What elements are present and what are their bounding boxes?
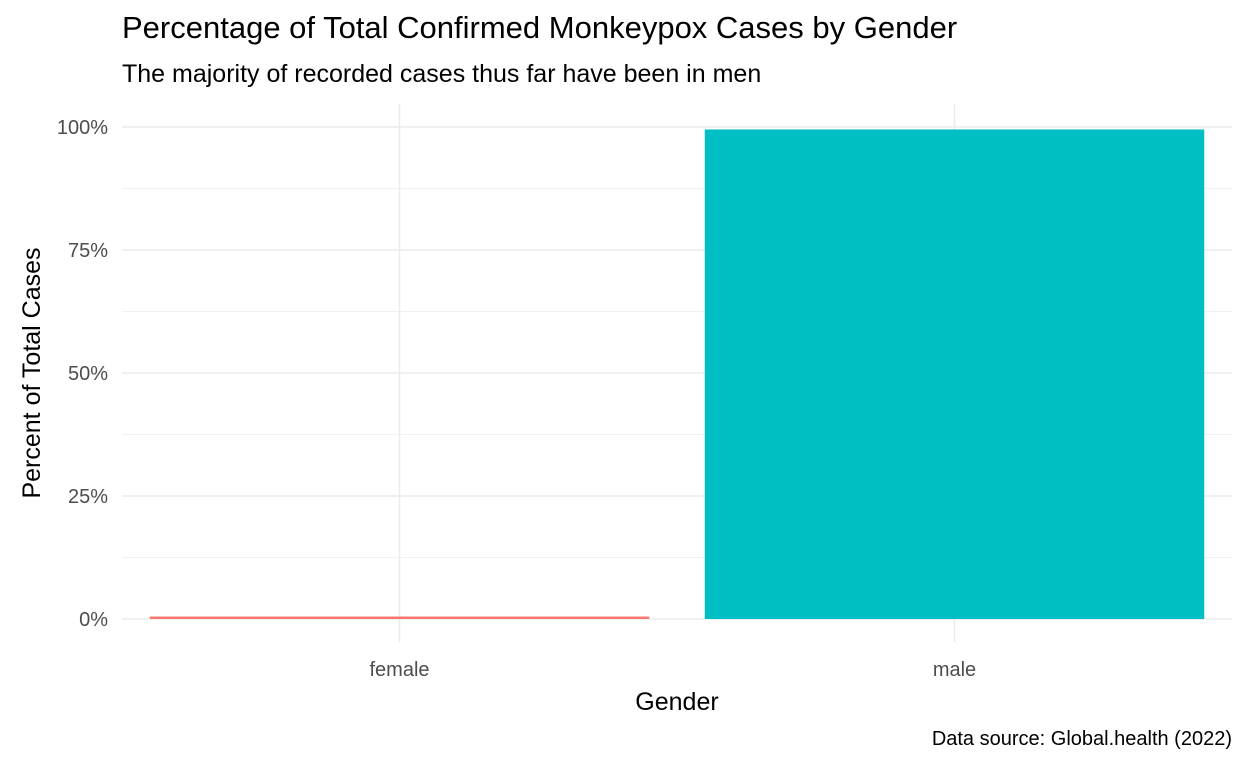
x-axis-title: Gender [635, 688, 718, 716]
y-axis-title: Percent of Total Cases [18, 247, 46, 498]
y-tick-label: 25% [68, 486, 108, 508]
x-tick-labels: female male [369, 659, 976, 681]
data-source-caption: Data source: Global.health (2022) [931, 728, 1232, 750]
y-tick-label: 0% [79, 609, 108, 631]
chart-title: Percentage of Total Confirmed Monkeypox … [122, 10, 958, 45]
x-tick-label: female [369, 659, 429, 681]
y-tick-label: 75% [68, 240, 108, 262]
chart-subtitle: The majority of recorded cases thus far … [122, 60, 762, 88]
y-tick-label: 50% [68, 363, 108, 385]
bar-female [149, 616, 650, 619]
bar-male [704, 129, 1205, 619]
bars [149, 129, 1205, 619]
y-tick-labels: 0% 25% 50% 75% 100% [57, 117, 108, 631]
y-tick-label: 100% [57, 117, 108, 139]
x-tick-label: male [933, 659, 976, 681]
